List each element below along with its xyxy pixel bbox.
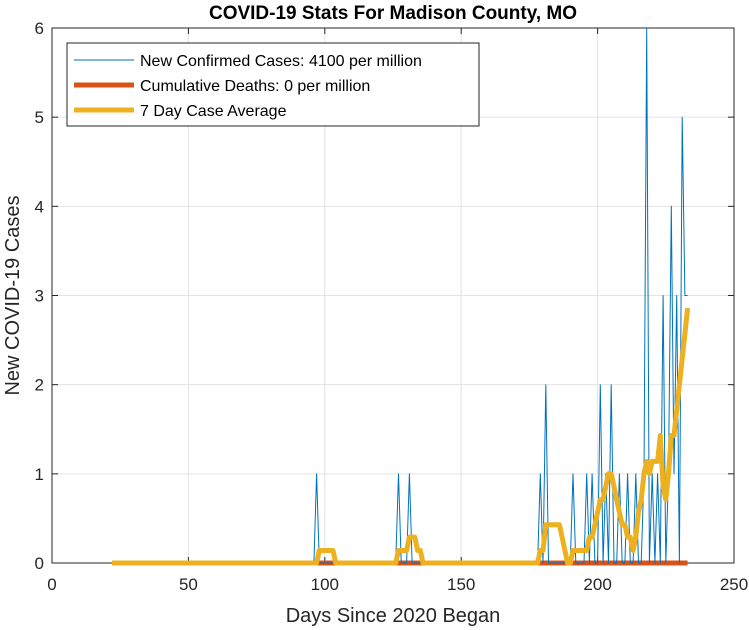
y-tick-label: 6 <box>35 19 44 38</box>
y-tick-label: 5 <box>35 108 44 127</box>
legend-entry: 7 Day Case Average <box>140 103 287 120</box>
x-tick-label: 150 <box>447 575 475 594</box>
y-axis-label: New COVID-19 Cases <box>2 195 24 395</box>
y-tick-label: 1 <box>35 465 44 484</box>
legend: New Confirmed Cases: 4100 per million Cum… <box>66 42 480 127</box>
x-tick-label: 250 <box>720 575 748 594</box>
series-lines <box>112 27 691 566</box>
legend-entry: New Confirmed Cases: 4100 per million <box>140 53 422 70</box>
y-tick-label: 2 <box>35 376 44 395</box>
y-tick-label: 3 <box>35 287 44 306</box>
seven-day-average-line <box>112 307 691 566</box>
y-tick-label: 0 <box>35 554 44 573</box>
legend-entry: Cumulative Deaths: 0 per million <box>140 78 370 95</box>
axis-ticks: 0 50 100 150 200 250 0 1 2 3 4 5 6 <box>35 19 749 594</box>
x-axis-label: Days Since 2020 Began <box>286 605 501 627</box>
x-tick-label: 100 <box>311 575 339 594</box>
legend-box <box>66 42 480 127</box>
x-tick-label: 0 <box>47 575 56 594</box>
chart-title: COVID-19 Stats For Madison County, MO <box>209 3 577 24</box>
x-tick-label: 200 <box>583 575 611 594</box>
x-tick-label: 50 <box>179 575 198 594</box>
y-tick-label: 4 <box>35 197 44 216</box>
